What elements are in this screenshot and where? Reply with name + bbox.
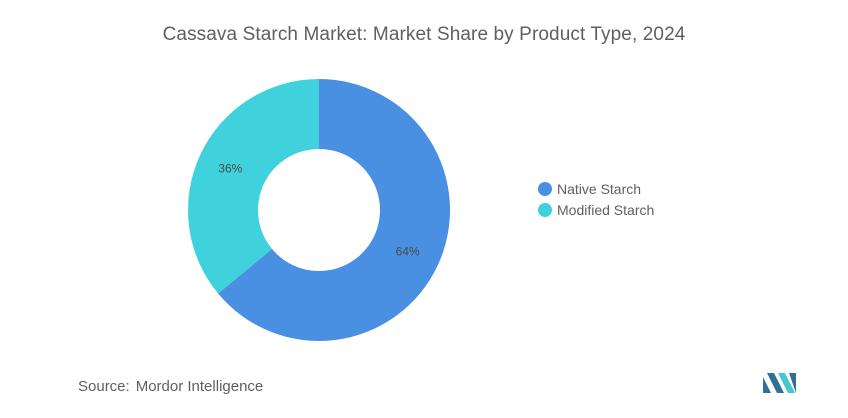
- slice-modified-starch[interactable]: [187, 79, 319, 294]
- legend-swatch-native-starch: [538, 181, 552, 196]
- source-line: Source: Mordor Intelligence: [78, 378, 263, 395]
- slice-label-native-starch: 64%: [396, 245, 420, 259]
- source-prefix: Source:: [78, 378, 130, 395]
- legend-item-native-starch[interactable]: Native Starch: [538, 178, 654, 199]
- legend-swatch-modified-starch: [538, 202, 552, 217]
- slice-native-starch[interactable]: [218, 79, 450, 341]
- source-name: Mordor Intelligence: [135, 378, 264, 395]
- slice-label-modified-starch: 36%: [218, 161, 242, 175]
- mordor-intelligence-logo-icon: [763, 373, 796, 393]
- legend-label-native-starch: Native Starch: [557, 180, 642, 197]
- legend-item-modified-starch[interactable]: Modified Starch: [538, 199, 654, 220]
- chart-title: Cassava Starch Market: Market Share by P…: [162, 24, 686, 45]
- legend-label-modified-starch: Modified Starch: [557, 201, 655, 218]
- legend: Native Starch Modified Starch: [538, 178, 654, 220]
